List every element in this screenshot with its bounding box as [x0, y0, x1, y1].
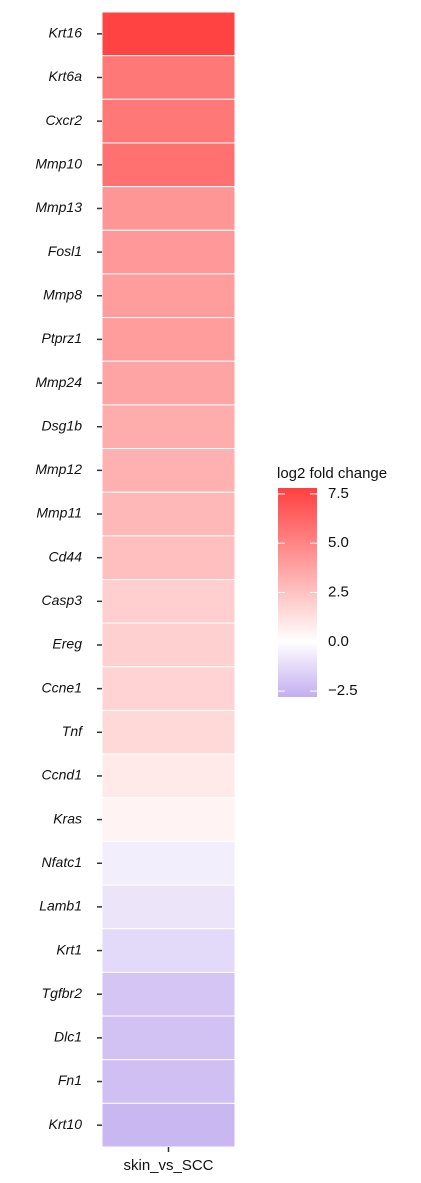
heat-cell: [101, 928, 236, 973]
y-tick-label: Tgfbr2: [42, 985, 83, 1001]
heat-cell: [101, 98, 236, 144]
y-tick-label: Cd44: [49, 548, 83, 564]
heat-cell: [101, 142, 236, 188]
heat-cell: [101, 709, 236, 755]
heat-cell: [101, 971, 236, 1017]
heat-cell: [101, 55, 236, 100]
legend-tick-label: −2.5: [328, 682, 358, 699]
y-tick-label: Ccnd1: [42, 767, 82, 783]
heat-cell: [101, 491, 236, 537]
heat-cell: [101, 535, 236, 580]
y-tick-label: Dsg1b: [42, 417, 83, 433]
heat-cell: [101, 186, 236, 231]
y-tick-label: Mmp8: [43, 286, 82, 302]
y-tick-label: Lamb1: [39, 898, 82, 914]
heat-cell: [101, 1015, 236, 1061]
heat-cell: [101, 1102, 236, 1148]
legend-tick-label: 2.5: [328, 583, 349, 600]
y-tick-label: Krt6a: [49, 68, 83, 84]
y-tick-label: Krt16: [49, 25, 83, 41]
y-tick-label: Krt1: [56, 941, 82, 957]
y-tick-label: Ccne1: [42, 679, 82, 695]
y-tick-label: Cxcr2: [45, 112, 82, 128]
y-tick-label: Tnf: [62, 723, 84, 739]
heat-cell: [101, 884, 236, 930]
heat-cell: [101, 579, 236, 624]
y-tick-label: Fn1: [58, 1072, 82, 1088]
legend-title: log2 fold change: [277, 465, 387, 482]
heat-cell: [101, 317, 236, 362]
y-tick-label: Mmp12: [35, 461, 82, 477]
heat-cell: [101, 404, 236, 450]
y-tick-label: Dlc1: [54, 1029, 82, 1045]
y-tick-label: Kras: [53, 810, 82, 826]
y-tick-label: Casp3: [42, 592, 83, 608]
heat-cell: [101, 622, 236, 668]
y-tick-label: Mmp13: [35, 199, 82, 215]
y-tick-label: Krt10: [49, 1116, 83, 1132]
heat-cell: [101, 11, 236, 57]
x-tick-label: skin_vs_SCC: [123, 1157, 213, 1174]
y-tick-label: Ereg: [52, 636, 82, 652]
y-tick-label: Nfatc1: [42, 854, 82, 870]
y-tick-label: Mmp24: [35, 374, 82, 390]
heat-cell: [101, 797, 236, 842]
heat-cell: [101, 448, 236, 493]
heat-cell: [101, 840, 236, 886]
heat-cell: [101, 360, 236, 406]
heat-cell: [101, 666, 236, 711]
heat-cell: [101, 229, 236, 275]
heat-cell: [101, 1059, 236, 1104]
heat-cell: [101, 753, 236, 799]
y-tick-label: Fosl1: [48, 243, 82, 259]
y-tick-label: Mmp10: [35, 155, 82, 171]
legend-tick-label: 5.0: [328, 534, 349, 551]
heat-cell: [101, 273, 236, 319]
y-tick-label: Mmp11: [36, 505, 82, 521]
y-tick-label: Ptprz1: [42, 330, 82, 346]
legend-tick-label: 7.5: [328, 485, 349, 502]
legend-tick-label: 0.0: [328, 633, 349, 650]
